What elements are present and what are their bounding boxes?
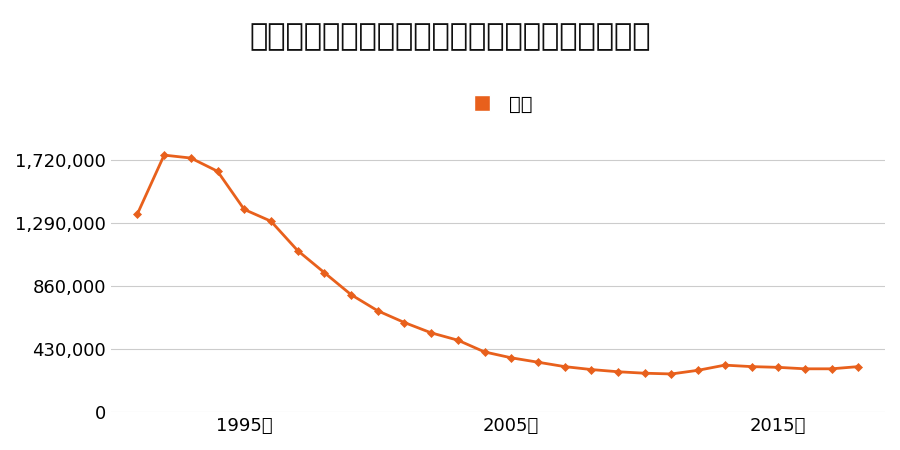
Text: 宮城県仙台市若林区新寺１丁目７番４の地価推移: 宮城県仙台市若林区新寺１丁目７番４の地価推移 xyxy=(249,22,651,51)
Legend: 価格: 価格 xyxy=(455,87,541,122)
